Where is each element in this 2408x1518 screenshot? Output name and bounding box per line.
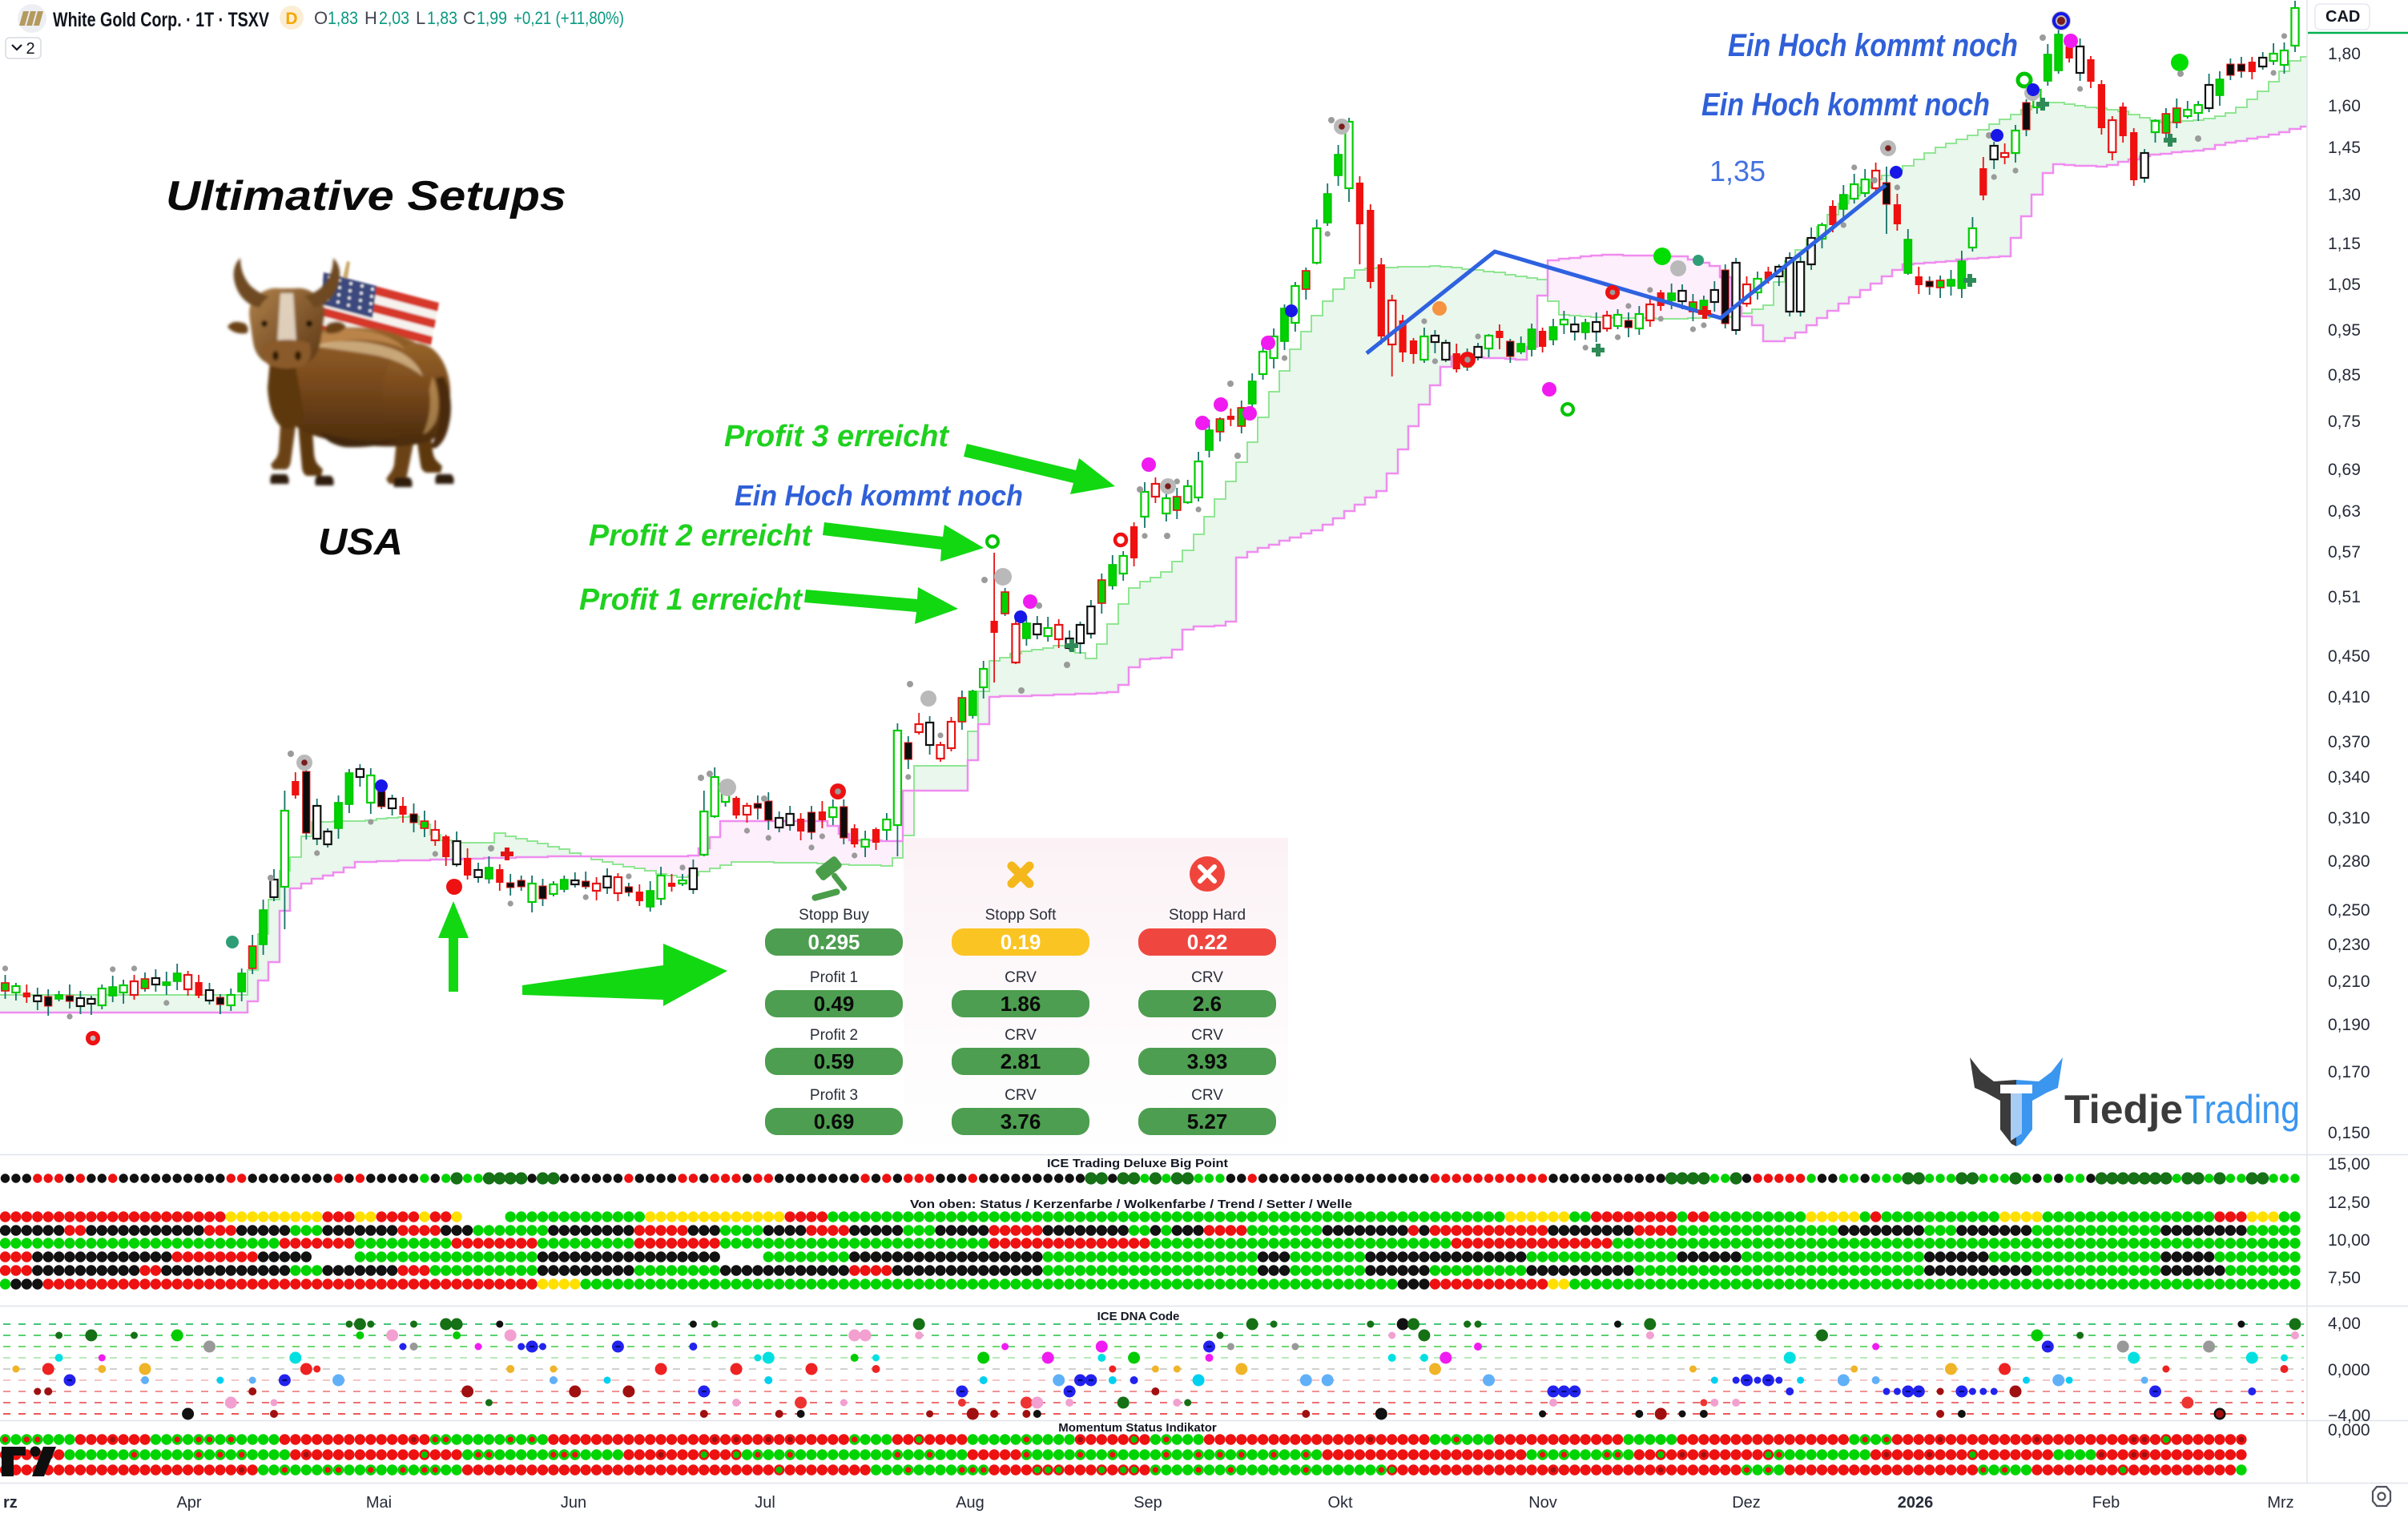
svg-text:0,63: 0,63 [2328,502,2361,521]
svg-text:0,95: 0,95 [2328,321,2361,340]
svg-text:1,30: 1,30 [2328,186,2361,204]
svg-text:L: L [416,8,425,28]
svg-text:Aug: Aug [956,1494,985,1512]
svg-text:2: 2 [26,40,34,58]
svg-text:15,00: 15,00 [2328,1155,2370,1174]
svg-text:2,03: 2,03 [379,8,409,28]
svg-text:+0,21 (+11,80%): +0,21 (+11,80%) [513,8,624,28]
svg-text:Stopp Hard: Stopp Hard [1169,907,1246,924]
svg-text:12,50: 12,50 [2328,1194,2370,1212]
svg-text:Profit 2 erreicht: Profit 2 erreicht [589,519,812,553]
svg-text:0.69: 0.69 [814,1109,855,1133]
svg-text:0.59: 0.59 [814,1049,855,1073]
svg-text:0,51: 0,51 [2328,588,2361,606]
svg-text:H: H [364,8,377,28]
svg-text:1,83: 1,83 [427,8,457,28]
svg-text:−4,00: −4,00 [2328,1407,2370,1425]
svg-text:10,00: 10,00 [2328,1231,2370,1250]
svg-text:Ein Hoch kommt noch: Ein Hoch kommt noch [1701,87,1990,123]
svg-text:0,190: 0,190 [2328,1016,2370,1034]
svg-text:Jun: Jun [561,1494,586,1512]
svg-text:3.93: 3.93 [1187,1049,1228,1073]
svg-text:0,210: 0,210 [2328,972,2370,991]
svg-text:1,35: 1,35 [1709,155,1766,187]
svg-text:5.27: 5.27 [1187,1109,1228,1133]
svg-text:CRV: CRV [1191,969,1223,986]
svg-text:0.49: 0.49 [814,992,855,1016]
svg-text:2026: 2026 [1898,1494,1934,1512]
svg-text:0,170: 0,170 [2328,1063,2370,1081]
svg-text:0,310: 0,310 [2328,809,2370,827]
svg-text:Momentum Status Indikator: Momentum Status Indikator [1058,1421,1217,1435]
svg-text:0,000: 0,000 [2328,1361,2370,1379]
svg-text:0,280: 0,280 [2328,852,2370,871]
svg-text:Ein Hoch kommt noch: Ein Hoch kommt noch [1728,28,2018,63]
svg-text:0,150: 0,150 [2328,1124,2370,1142]
svg-text:Apr: Apr [176,1494,201,1512]
svg-text:0,340: 0,340 [2328,768,2370,787]
svg-text:Profit 3: Profit 3 [810,1087,858,1104]
svg-text:CRV: CRV [1005,969,1037,986]
svg-text:Mrz: Mrz [2267,1494,2293,1512]
svg-text:2.81: 2.81 [1001,1049,1041,1073]
svg-text:0,410: 0,410 [2328,688,2370,707]
svg-text:0.295: 0.295 [807,930,860,954]
svg-text:0,57: 0,57 [2328,543,2361,562]
svg-text:Profit 1: Profit 1 [810,969,858,986]
svg-text:ICE DNA Code: ICE DNA Code [1097,1310,1180,1323]
svg-text:1,99: 1,99 [477,8,507,28]
svg-text:Stopp Buy: Stopp Buy [799,907,869,924]
svg-text:rz: rz [3,1494,18,1512]
svg-text:0,85: 0,85 [2328,366,2361,385]
svg-text:CRV: CRV [1191,1027,1223,1044]
svg-text:0,230: 0,230 [2328,936,2370,954]
svg-text:1,60: 1,60 [2328,97,2361,115]
svg-text:Jul: Jul [755,1494,775,1512]
svg-text:White Gold Corp. · 1T · TSXV: White Gold Corp. · 1T · TSXV [53,9,269,31]
svg-text:Ultimative Setups: Ultimative Setups [166,173,566,219]
svg-text:Profit 1 erreicht: Profit 1 erreicht [579,583,803,617]
svg-text:ICE Trading Deluxe Big Point: ICE Trading Deluxe Big Point [1047,1157,1228,1170]
svg-text:1.86: 1.86 [1001,992,1041,1016]
svg-text:Profit 2: Profit 2 [810,1027,858,1044]
svg-text:CRV: CRV [1005,1027,1037,1044]
svg-text:C: C [463,8,476,28]
svg-text:0.22: 0.22 [1187,930,1228,954]
svg-text:Von oben: Status / Kerzenfarbe: Von oben: Status / Kerzenfarbe / Wolkenf… [910,1198,1352,1211]
svg-text:7,50: 7,50 [2328,1269,2361,1287]
svg-text:1,80: 1,80 [2328,45,2361,63]
svg-text:Ein Hoch kommt noch: Ein Hoch kommt noch [735,479,1023,512]
svg-text:Sep: Sep [1134,1494,1162,1512]
svg-text:1,15: 1,15 [2328,235,2361,253]
svg-text:O: O [314,8,328,28]
svg-text:D: D [285,10,297,28]
svg-text:Mai: Mai [366,1494,392,1512]
svg-text:1,83: 1,83 [328,8,358,28]
svg-text:Okt: Okt [1327,1494,1353,1512]
svg-text:USA: USA [318,521,403,562]
svg-text:1,05: 1,05 [2328,276,2361,294]
svg-text:0,250: 0,250 [2328,901,2370,920]
svg-text:CAD: CAD [2325,8,2360,26]
svg-text:CRV: CRV [1005,1087,1037,1104]
svg-text:Feb: Feb [2092,1494,2120,1512]
svg-text:CRV: CRV [1191,1087,1223,1104]
svg-text:1,45: 1,45 [2328,139,2361,157]
svg-text:Dez: Dez [1732,1494,1761,1512]
svg-text:Stopp Soft: Stopp Soft [985,907,1057,924]
svg-text:Tiedje: Tiedje [2064,1087,2183,1132]
svg-text:0,69: 0,69 [2328,461,2361,479]
svg-text:3.76: 3.76 [1001,1109,1041,1133]
svg-text:0.19: 0.19 [1001,930,1041,954]
svg-text:0,370: 0,370 [2328,733,2370,751]
svg-text:2.6: 2.6 [1193,992,1222,1016]
svg-text:Profit 3 erreicht: Profit 3 erreicht [724,420,949,453]
svg-text:Trading: Trading [2185,1087,2300,1132]
svg-text:4,00: 4,00 [2328,1315,2361,1333]
svg-text:0,75: 0,75 [2328,413,2361,431]
svg-text:0,000: 0,000 [2328,1421,2370,1439]
svg-text:Nov: Nov [1528,1494,1557,1512]
svg-text:0,450: 0,450 [2328,647,2370,666]
